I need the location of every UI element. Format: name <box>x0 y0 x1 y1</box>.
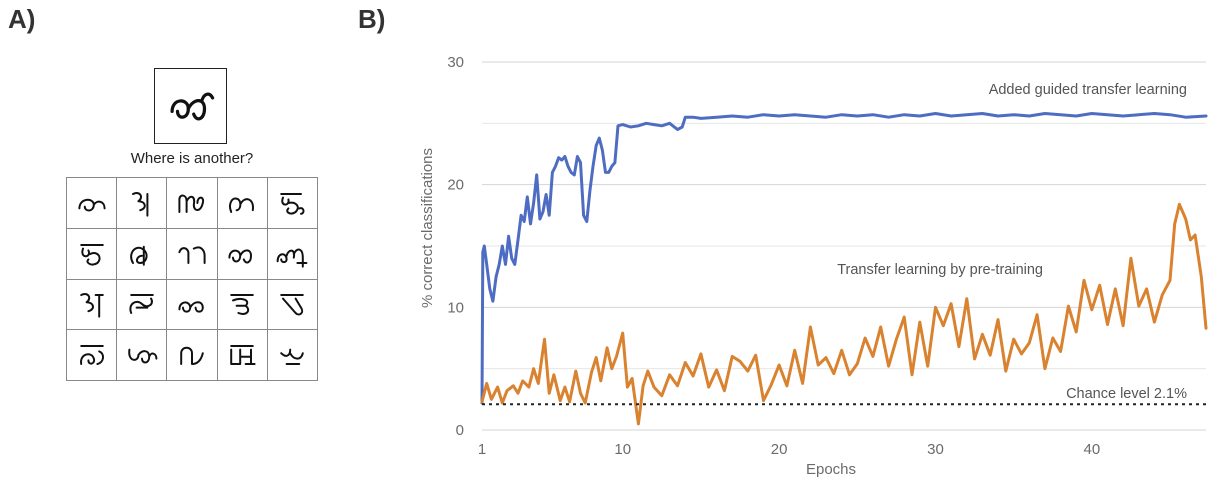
character-glyph <box>280 348 305 366</box>
character-glyph <box>79 345 104 366</box>
character-glyph <box>280 294 305 316</box>
character-grid <box>66 177 318 381</box>
character-glyph <box>230 294 254 316</box>
x-tick-labels: 1 10 20 30 40 <box>478 441 1100 458</box>
character-glyph <box>131 191 149 217</box>
x-tick-label: 20 <box>771 441 788 458</box>
character-cell[interactable] <box>67 178 118 229</box>
character-glyph <box>230 345 256 366</box>
character-cell[interactable] <box>267 178 318 229</box>
character-glyph <box>178 194 205 213</box>
character-cell[interactable] <box>167 178 218 229</box>
x-tick-label: 10 <box>614 441 631 458</box>
y-tick-label: 30 <box>447 54 464 71</box>
character-cell[interactable] <box>217 228 268 280</box>
y-tick-labels: 0 10 20 30 <box>447 54 464 439</box>
character-cell[interactable] <box>117 178 168 229</box>
character-cell[interactable] <box>267 228 318 280</box>
character-cell[interactable] <box>217 279 268 331</box>
character-cell[interactable] <box>67 228 118 280</box>
target-character-box <box>154 68 227 144</box>
character-glyph <box>178 301 204 313</box>
chance-level-label: Chance level 2.1% <box>1066 386 1187 402</box>
character-glyph <box>280 192 305 215</box>
character-cell[interactable] <box>117 279 168 331</box>
character-cell[interactable] <box>167 330 218 381</box>
character-cell[interactable] <box>267 330 318 381</box>
series-label-guided: Added guided transfer learning <box>989 82 1187 98</box>
character-glyph <box>128 348 158 364</box>
accuracy-chart: 0 10 20 30 1 10 20 30 40 % correct classificati… <box>419 54 1208 478</box>
character-glyph <box>180 346 204 366</box>
character-glyph <box>229 197 255 213</box>
y-tick-label: 10 <box>447 299 464 316</box>
character-cell[interactable] <box>67 279 118 331</box>
character-cell[interactable] <box>267 279 318 331</box>
target-character-glyph <box>169 92 214 121</box>
question-text: Where is another? <box>130 150 254 167</box>
character-glyph <box>79 243 104 266</box>
character-glyph <box>228 249 253 264</box>
panel-b-label: B) <box>358 4 386 34</box>
character-glyph <box>277 248 308 268</box>
x-tick-label: 30 <box>927 441 944 458</box>
panel-a-label: A) <box>8 4 36 34</box>
character-task-panel: Where is another? <box>0 0 340 491</box>
y-tick-label: 20 <box>447 177 464 194</box>
character-cell[interactable] <box>67 330 118 381</box>
character-cell[interactable] <box>167 279 218 331</box>
guided-transfer-learning-line <box>480 112 1208 405</box>
y-tick-label: 0 <box>456 422 464 439</box>
grid-lines <box>482 61 1206 431</box>
series-layer <box>480 112 1208 426</box>
character-cell[interactable] <box>117 330 168 381</box>
character-cell[interactable] <box>117 228 168 280</box>
character-cell[interactable] <box>217 178 268 229</box>
character-glyph <box>78 198 106 212</box>
x-tick-label: 1 <box>478 441 486 458</box>
character-glyph <box>79 293 104 318</box>
pretraining-transfer-line <box>480 202 1208 426</box>
series-label-pretraining: Transfer learning by pre-training <box>837 262 1043 278</box>
character-cell[interactable] <box>167 228 218 280</box>
x-axis-title: Epochs <box>806 461 856 478</box>
character-glyph <box>178 246 206 264</box>
character-glyph <box>129 294 154 315</box>
character-cell[interactable] <box>217 330 268 381</box>
character-glyph <box>129 245 148 266</box>
x-tick-label: 40 <box>1084 441 1101 458</box>
y-axis-title: % correct classifications <box>419 148 436 308</box>
